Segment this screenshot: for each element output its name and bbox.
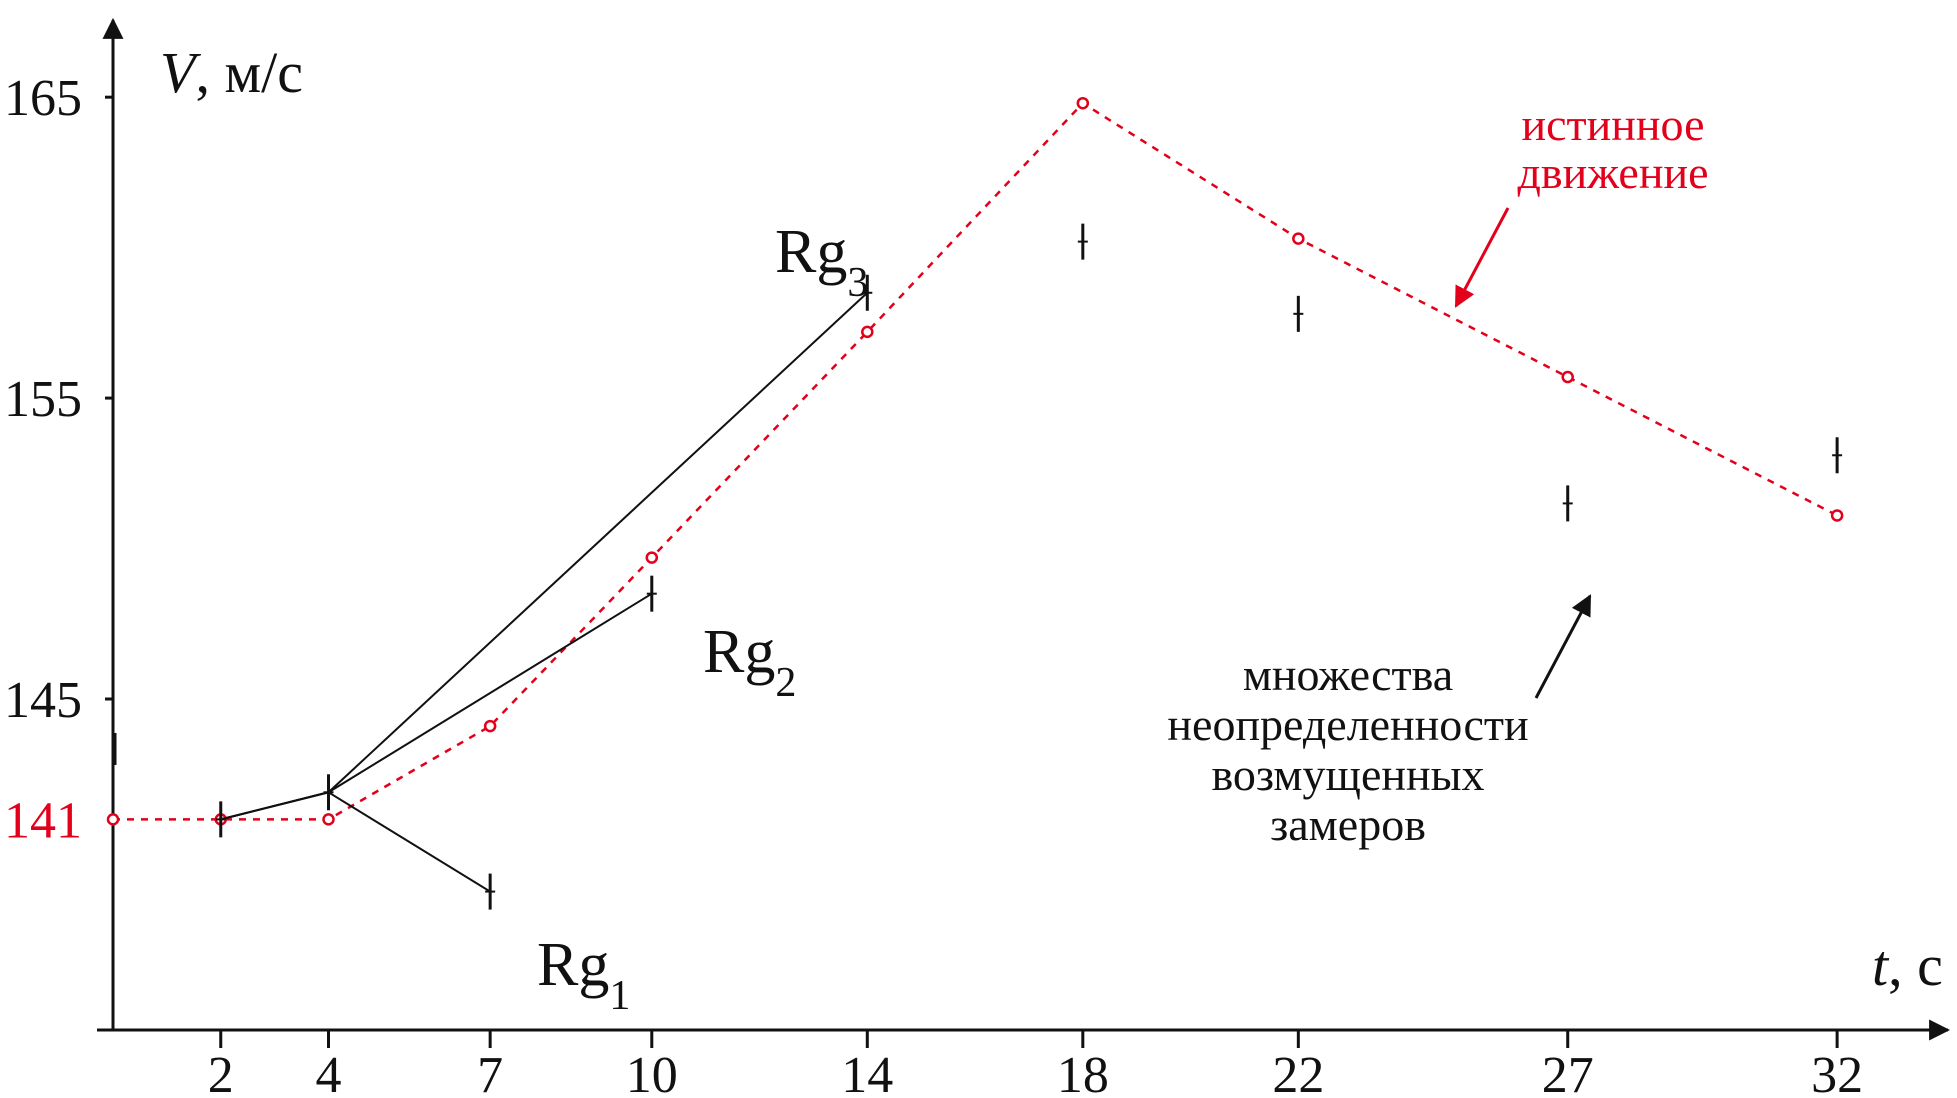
- series-true-motion-marker: [645, 551, 659, 564]
- annotation-true-motion: истинное движение: [1454, 99, 1709, 308]
- series-rg2-line: [220, 592, 653, 821]
- axes: [97, 17, 1951, 1041]
- x-tick-label: 7: [477, 1047, 503, 1098]
- series-layer: [106, 96, 1844, 893]
- y-tick-label: 165: [4, 70, 82, 127]
- series-true-motion-marker: [1292, 232, 1305, 245]
- x-tick-label: 18: [1057, 1047, 1109, 1098]
- annotation-uncertainty-line-3: возмущенных: [1211, 749, 1484, 800]
- series-true-motion-marker: [1830, 509, 1844, 522]
- annotation-true-motion-line-1: истинное: [1522, 99, 1705, 150]
- y-axis-ticks: 145 155 165 141: [4, 70, 113, 849]
- rg1-label: Rg1: [537, 931, 630, 1019]
- rg1-label-base: Rg: [537, 931, 609, 999]
- series-rg1-line: [220, 791, 491, 893]
- x-tick-label: 32: [1811, 1047, 1863, 1098]
- y-axis-symbol: V: [160, 40, 202, 105]
- x-axis-title: t, с: [1872, 933, 1943, 998]
- annotation-true-motion-arrow: [1454, 207, 1510, 308]
- x-axis-symbol: t: [1872, 933, 1890, 998]
- y-axis-unit: , м/с: [195, 40, 303, 105]
- x-tick-label: 22: [1272, 1047, 1324, 1098]
- series-true-motion-marker: [1076, 96, 1090, 110]
- y-tick-label: 155: [4, 371, 82, 428]
- annotation-uncertainty: множества неопределенности возмущенных з…: [1167, 594, 1592, 850]
- rg1-label-subscript: 1: [609, 973, 630, 1019]
- series-true-motion-marker: [1561, 370, 1574, 384]
- rg3-label-subscript: 3: [847, 260, 868, 306]
- rg2-label-subscript: 2: [775, 660, 796, 706]
- rg3-label: Rg3: [775, 218, 868, 306]
- y-tick-label: 145: [4, 672, 82, 729]
- x-tick-label: 27: [1542, 1047, 1594, 1098]
- series-true-motion-marker: [322, 813, 335, 826]
- series-true-motion-marker: [861, 325, 874, 339]
- rg2-label: Rg2: [703, 618, 796, 706]
- x-tick-label: 14: [841, 1047, 893, 1098]
- annotation-uncertainty-line-4: замеров: [1270, 799, 1426, 850]
- x-tick-label: 4: [316, 1047, 342, 1098]
- x-tick-label: 10: [626, 1047, 678, 1098]
- series-true-motion-line: [113, 101, 1838, 821]
- rg2-label-base: Rg: [703, 618, 775, 686]
- series-true-motion-marker: [106, 813, 120, 826]
- x-tick-label: 2: [208, 1047, 234, 1098]
- uncertainty-sets: [215, 223, 1843, 910]
- rg3-label-base: Rg: [775, 218, 847, 286]
- y-axis-title: V, м/с: [160, 40, 303, 105]
- x-axis-ticks: 2 4 7 10 14 18 22 27 32: [208, 1030, 1863, 1098]
- y-tick-label-highlight: 141: [4, 792, 82, 849]
- series-true-motion-marker: [483, 719, 497, 733]
- annotation-uncertainty-line-2: неопределенности: [1167, 699, 1528, 750]
- series-rg3-line: [220, 292, 868, 821]
- annotation-true-motion-line-2: движение: [1518, 147, 1709, 198]
- x-axis-unit: , с: [1888, 933, 1943, 998]
- annotation-uncertainty-arrow: [1534, 594, 1592, 699]
- annotation-uncertainty-line-1: множества: [1243, 649, 1453, 700]
